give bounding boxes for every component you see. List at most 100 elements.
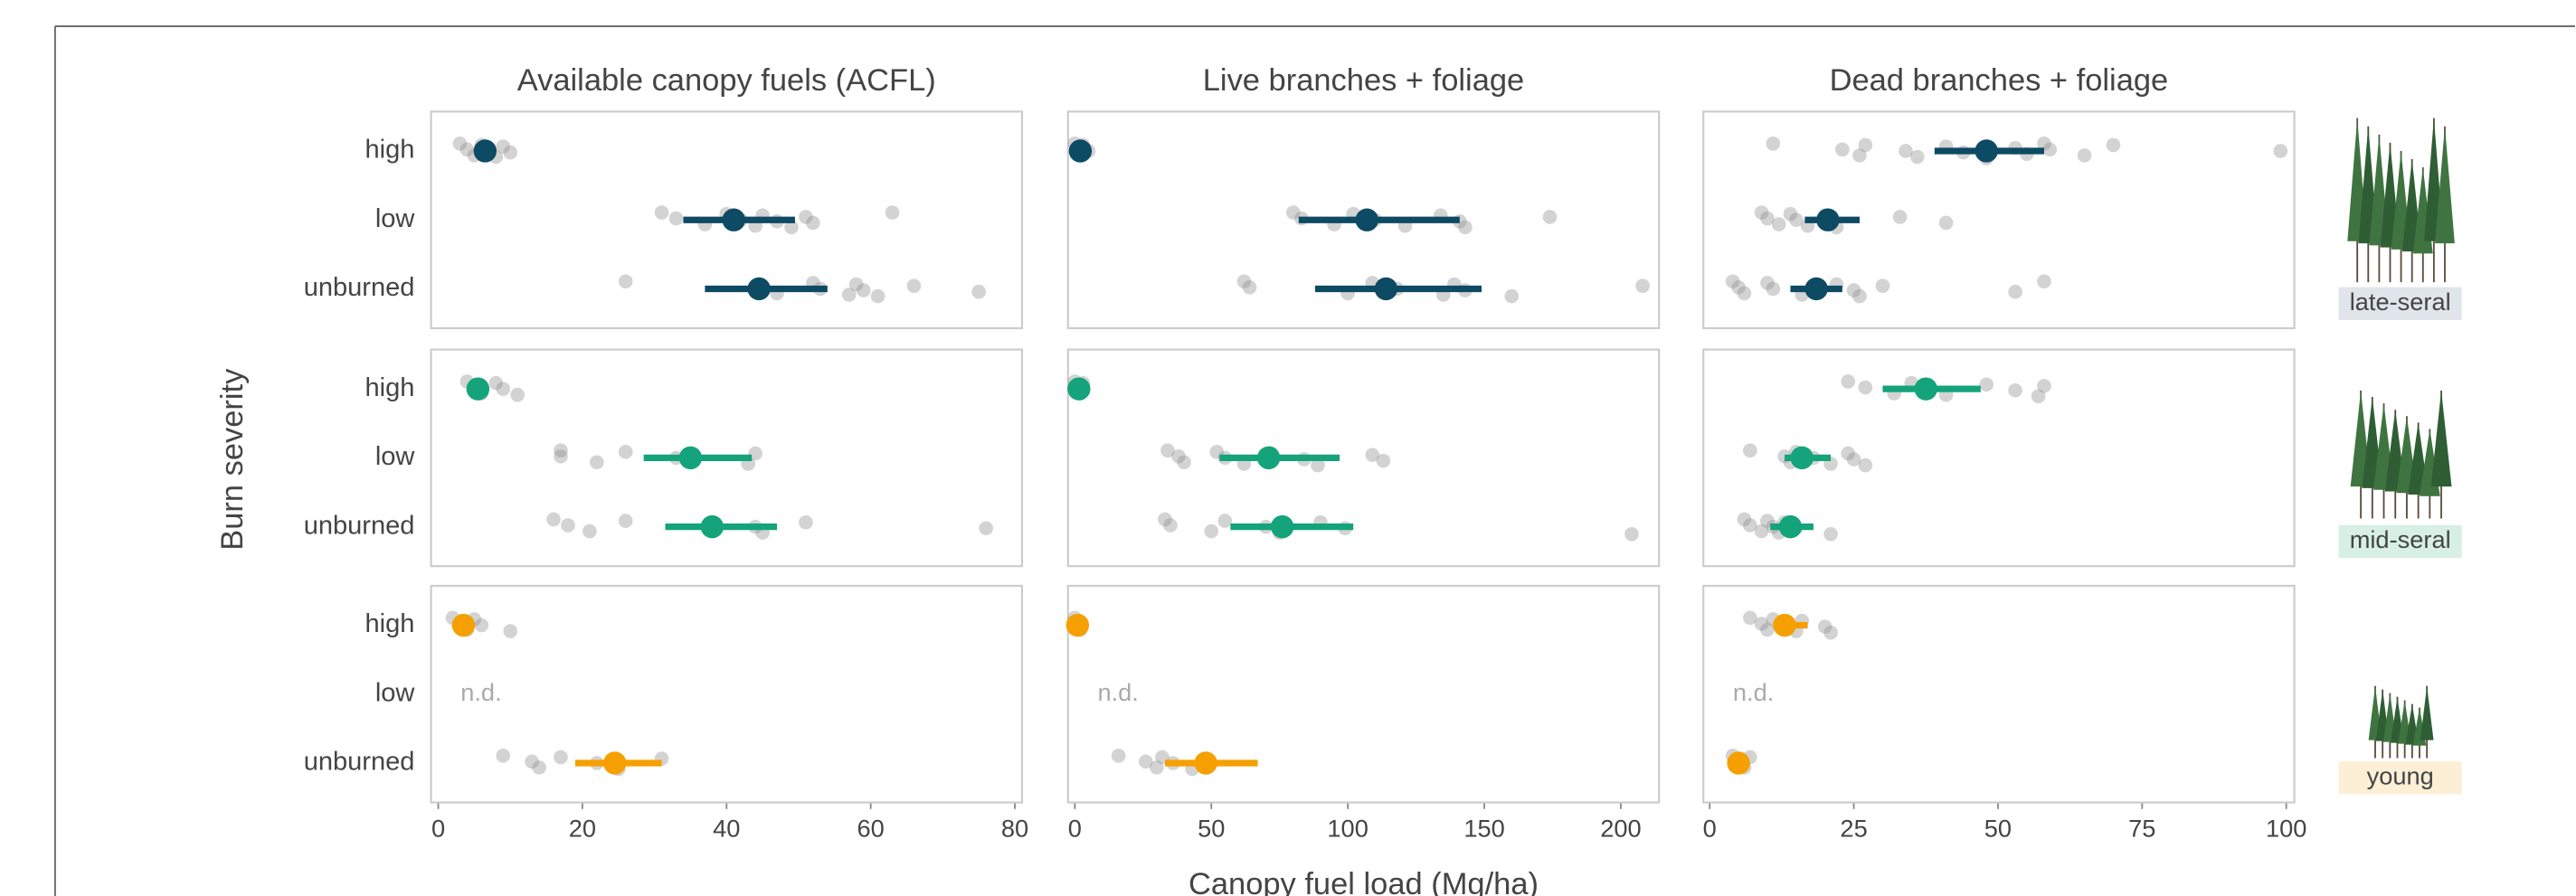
mean-point bbox=[1791, 447, 1814, 469]
observation-point bbox=[1939, 216, 1954, 231]
observation-point bbox=[1743, 443, 1757, 457]
x-tick-label: 75 bbox=[2128, 815, 2155, 843]
y-tick-label: low bbox=[375, 678, 416, 707]
mean-point bbox=[1067, 377, 1090, 400]
observation-point bbox=[1910, 150, 1925, 165]
observation-point bbox=[1859, 381, 1873, 395]
observation-point bbox=[1772, 217, 1786, 231]
observation-point bbox=[857, 283, 871, 297]
no-data-label: n.d. bbox=[460, 678, 501, 706]
column-title: Dead branches + foliage bbox=[1830, 63, 2169, 98]
y-tick-label: unburned bbox=[304, 748, 415, 777]
mean-point bbox=[1727, 751, 1749, 774]
observation-point bbox=[1243, 280, 1257, 295]
observation-point bbox=[554, 750, 568, 765]
observation-point bbox=[1823, 527, 1838, 542]
observation-point bbox=[619, 274, 633, 288]
mean-point bbox=[1975, 139, 1997, 162]
observation-point bbox=[1177, 455, 1191, 469]
observation-point bbox=[1823, 626, 1838, 640]
observation-point bbox=[979, 521, 993, 535]
observation-point bbox=[1841, 374, 1855, 389]
mean-point bbox=[1915, 377, 1937, 400]
observation-point bbox=[2274, 144, 2288, 158]
observation-point bbox=[554, 449, 568, 464]
x-tick-label: 25 bbox=[1840, 815, 1867, 843]
mean-point bbox=[1271, 515, 1293, 538]
observation-point bbox=[2008, 383, 2022, 398]
observation-point bbox=[1624, 527, 1639, 542]
observation-point bbox=[2037, 379, 2051, 393]
page: Burn severity Canopy fuel load (Mg/ha) A… bbox=[0, 0, 2576, 896]
column-title: Available canopy fuels (ACFL) bbox=[517, 63, 936, 98]
observation-point bbox=[2008, 285, 2022, 299]
observation-point bbox=[1876, 278, 1890, 293]
mean-point bbox=[747, 278, 770, 300]
observation-point bbox=[1504, 289, 1519, 304]
mean-point bbox=[467, 377, 489, 400]
observation-point bbox=[1893, 210, 1908, 224]
observation-point bbox=[2043, 143, 2058, 157]
mean-point bbox=[1779, 515, 1802, 538]
y-tick-label: high bbox=[365, 136, 415, 165]
x-tick-label: 60 bbox=[857, 815, 884, 843]
tree-crown bbox=[2431, 391, 2452, 486]
observation-point bbox=[655, 205, 669, 220]
observation-point bbox=[510, 388, 525, 402]
stand-label: late-seral bbox=[2350, 288, 2451, 316]
x-tick-label: 50 bbox=[1198, 815, 1225, 843]
stand-label: mid-seral bbox=[2350, 525, 2451, 553]
y-tick-label: low bbox=[375, 442, 416, 471]
observation-point bbox=[590, 455, 604, 469]
observation-point bbox=[1458, 221, 1473, 235]
mean-point bbox=[1194, 751, 1217, 774]
x-tick-label: 0 bbox=[1703, 815, 1717, 843]
observation-point bbox=[1859, 458, 1873, 473]
observation-point bbox=[1979, 377, 1994, 391]
observation-point bbox=[619, 514, 633, 528]
observation-point bbox=[1766, 137, 1781, 151]
mean-point bbox=[1375, 278, 1397, 300]
mean-point bbox=[1816, 209, 1839, 231]
mean-point bbox=[603, 751, 626, 774]
x-tick-label: 0 bbox=[431, 815, 445, 843]
mean-point bbox=[1069, 139, 1092, 162]
observation-point bbox=[799, 515, 813, 530]
observation-point bbox=[871, 289, 886, 304]
observation-point bbox=[503, 146, 517, 160]
mean-point bbox=[1804, 278, 1827, 300]
y-tick-label: low bbox=[375, 204, 416, 233]
stand-image bbox=[2369, 686, 2434, 759]
mean-point bbox=[679, 447, 702, 469]
observation-point bbox=[1377, 454, 1391, 468]
y-tick-label: unburned bbox=[304, 511, 415, 540]
x-tick-label: 80 bbox=[1001, 815, 1028, 843]
y-tick-label: unburned bbox=[304, 273, 415, 302]
stand-image bbox=[2351, 391, 2452, 519]
observation-point bbox=[1852, 289, 1867, 304]
x-tick-label: 50 bbox=[1984, 815, 2012, 843]
mean-point bbox=[1773, 614, 1795, 637]
mean-point bbox=[723, 209, 745, 231]
observation-point bbox=[1543, 210, 1558, 224]
observation-point bbox=[2078, 148, 2092, 163]
observation-point bbox=[1635, 278, 1650, 293]
x-tick-label: 150 bbox=[1463, 815, 1504, 843]
observation-point bbox=[503, 624, 517, 638]
observation-point bbox=[496, 382, 510, 396]
x-tick-label: 200 bbox=[1600, 815, 1641, 843]
observation-point bbox=[532, 760, 546, 775]
x-tick-label: 40 bbox=[713, 815, 740, 843]
observation-point bbox=[1835, 143, 1850, 157]
mean-point bbox=[452, 614, 475, 637]
observation-point bbox=[2107, 138, 2121, 153]
observation-point bbox=[1218, 514, 1233, 528]
y-axis-label: Burn severity bbox=[215, 368, 250, 551]
observation-point bbox=[907, 278, 922, 293]
observation-point bbox=[496, 749, 510, 763]
x-tick-label: 20 bbox=[569, 815, 596, 843]
panel bbox=[431, 586, 1022, 803]
observation-point bbox=[1163, 518, 1178, 533]
x-axis-label: Canopy fuel load (Mg/ha) bbox=[1189, 867, 1539, 896]
mean-point bbox=[1257, 447, 1280, 469]
